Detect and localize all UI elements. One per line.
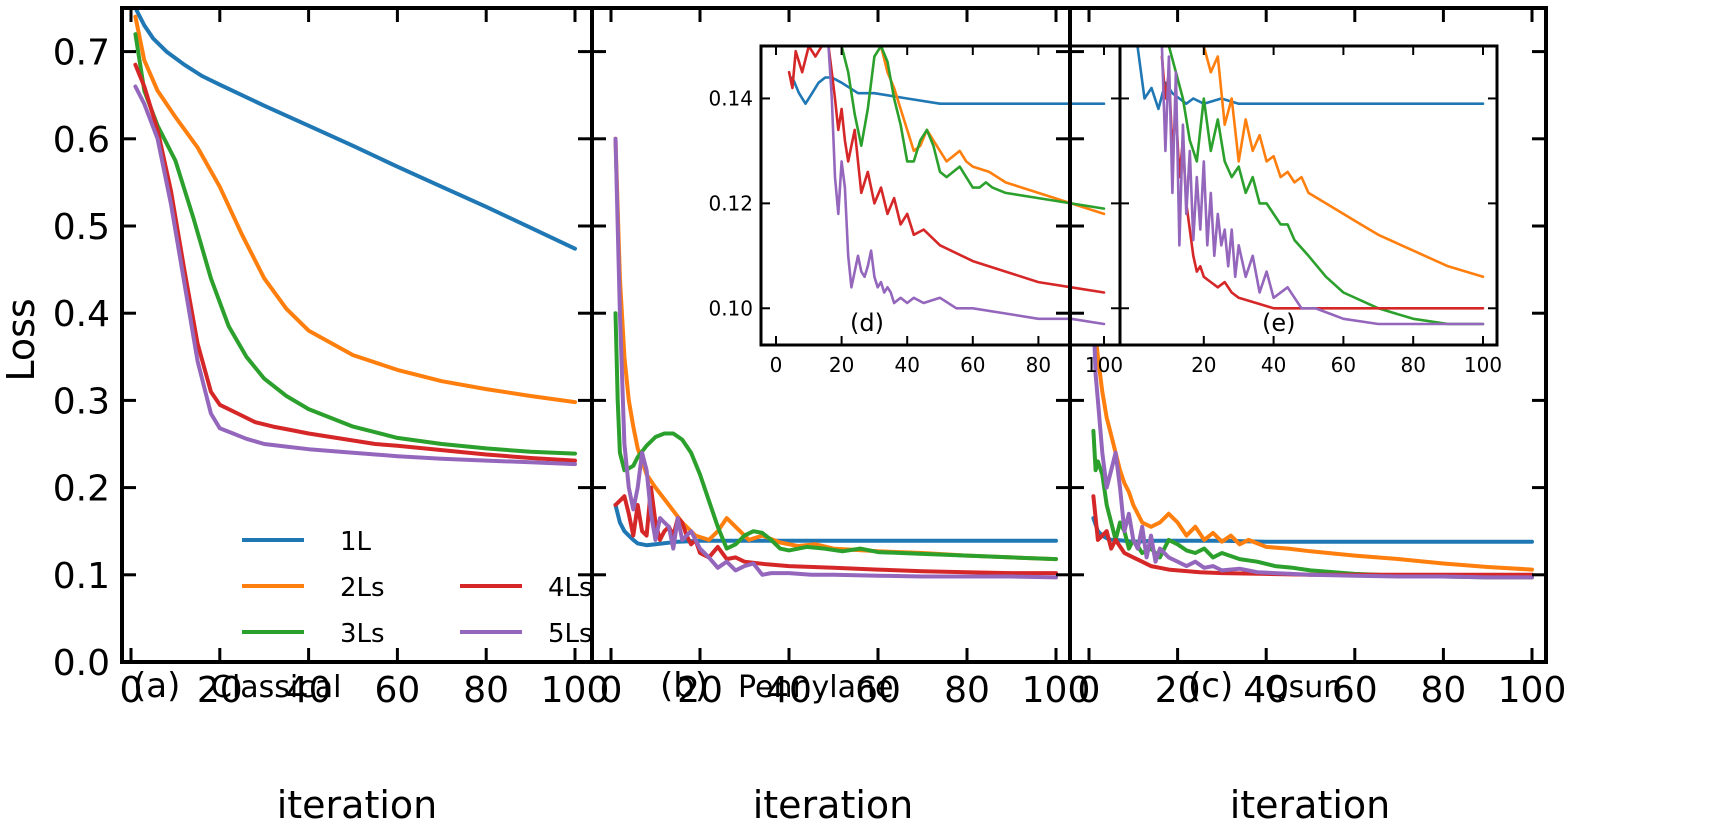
series-line-d-5Ls — [827, 46, 1106, 326]
series-line-b-5Ls — [613, 136, 1058, 580]
series-line-b-3Ls — [613, 311, 1058, 562]
x-tick-label-b-80: 80 — [944, 670, 990, 711]
series-line-d-1L — [791, 76, 1106, 105]
x-tick-label-a-20: 20 — [197, 670, 243, 711]
x-tick-label-b-40: 40 — [766, 670, 812, 711]
x-axis-label-c: iteration — [1230, 783, 1391, 823]
inset-x-tick-label-e-80: 80 — [1400, 353, 1425, 377]
y-tick-label-0.6: 0.6 — [53, 120, 110, 161]
x-tick-label-c-40: 40 — [1243, 670, 1289, 711]
y-tick-label-0.5: 0.5 — [53, 207, 110, 248]
x-axis-label-b: iteration — [753, 783, 914, 823]
legend-label-2Ls: 2Ls — [340, 573, 385, 603]
series-line-a-1L — [133, 8, 577, 251]
inset-bg-(d) — [761, 46, 1120, 345]
inset-x-tick-label-d-0: 0 — [770, 353, 783, 377]
inset-y-tick-label-d-0.10: 0.10 — [708, 296, 753, 320]
series-line-c-5Ls — [1091, 311, 1534, 580]
x-tick-label-c-0: 0 — [1078, 670, 1101, 711]
inset-x-tick-label-e-60: 60 — [1331, 353, 1356, 377]
x-axis-label-a: iteration — [277, 783, 438, 823]
y-tick-label-0.1: 0.1 — [53, 556, 110, 597]
inset-frame-e — [1118, 44, 1499, 347]
series-line-a-4Ls — [133, 62, 577, 463]
series-line-c-3Ls — [1091, 428, 1534, 580]
legend: 1L 2Ls 3Ls 4Ls 5Ls — [242, 527, 593, 649]
x-tick-label-c-80: 80 — [1420, 670, 1466, 711]
panel-label-b: (b) — [660, 666, 708, 706]
panel-title-c: Qsun — [1265, 670, 1342, 705]
series-group-(b) — [613, 136, 1058, 580]
series-line-c-4Ls — [1091, 494, 1534, 577]
x-tick-label-a-80: 80 — [463, 670, 509, 711]
inset-x-tick-label-d-100: 100 — [1085, 353, 1123, 377]
y-tick-label-0.0: 0.0 — [53, 643, 110, 684]
inset-y-tick-label-d-0.14: 0.14 — [708, 86, 753, 110]
y-tick-label-0.3: 0.3 — [53, 381, 110, 422]
x-tick-label-a-100: 100 — [541, 670, 610, 711]
series-group-(d) — [787, 46, 1106, 326]
series-line-c-2Ls — [1091, 311, 1534, 572]
panel-label-e: (e) — [1262, 309, 1296, 337]
x-tick-label-a-0: 0 — [120, 670, 143, 711]
legend-label-4Ls: 4Ls — [548, 573, 593, 603]
series-line-b-1L — [613, 503, 1058, 548]
panel-label-c: (c) — [1188, 666, 1233, 706]
x-tick-label-b-0: 0 — [600, 670, 623, 711]
y-axis-label: Loss — [0, 298, 43, 381]
x-tick-label-a-40: 40 — [286, 670, 332, 711]
legend-label-5Ls: 5Ls — [548, 619, 593, 649]
x-tick-label-c-20: 20 — [1155, 670, 1201, 711]
x-tick-label-a-60: 60 — [374, 670, 420, 711]
x-tick-label-c-100: 100 — [1498, 670, 1567, 711]
series-group-(e) — [1136, 46, 1485, 326]
axes-frame-c — [1068, 6, 1548, 664]
y-tick-label-0.4: 0.4 — [53, 294, 110, 335]
inset-x-tick-label-d-80: 80 — [1026, 353, 1051, 377]
series-line-e-2Ls — [1202, 46, 1485, 279]
x-tick-label-c-60: 60 — [1332, 670, 1378, 711]
inset-x-tick-label-e-20: 20 — [1191, 353, 1216, 377]
x-tick-label-b-20: 20 — [677, 670, 723, 711]
panel-title-a: Classical — [211, 670, 341, 705]
legend-label-3Ls: 3Ls — [340, 619, 385, 649]
text-layer: 0 20 40 60 80 100 0.0 0.1 0.2 0.3 0.4 0.5 0.6 0.7 0 20 4… — [53, 33, 1567, 711]
series-line-a-2Ls — [133, 14, 577, 405]
x-tick-label-b-100: 100 — [1022, 670, 1091, 711]
inset-x-tick-label-d-20: 20 — [829, 353, 854, 377]
panel-label-d: (d) — [850, 309, 884, 337]
inset-x-tick-label-e-40: 40 — [1261, 353, 1286, 377]
panel-label-a: (a) — [133, 666, 180, 706]
series-line-d-3Ls — [840, 46, 1106, 210]
series-line-e-3Ls — [1167, 46, 1485, 326]
y-tick-label-0.2: 0.2 — [53, 469, 110, 510]
series-group-(c) — [1091, 311, 1534, 580]
panel-title-b: Pennylane — [738, 670, 893, 705]
series-line-a-5Ls — [133, 84, 577, 467]
series-line-e-5Ls — [1160, 46, 1485, 326]
inset-y-tick-label-d-0.12: 0.12 — [708, 191, 753, 215]
inset-x-tick-label-e-100: 100 — [1464, 353, 1502, 377]
series-line-d-4Ls — [787, 46, 1106, 294]
data-lines-layer — [133, 8, 1534, 580]
inset-x-tick-label-d-40: 40 — [894, 353, 919, 377]
series-line-a-3Ls — [133, 32, 577, 456]
series-group-(a) — [133, 8, 577, 467]
legend-label-1L: 1L — [340, 527, 372, 557]
inset-x-tick-label-d-60: 60 — [960, 353, 985, 377]
y-tick-label-0.7: 0.7 — [53, 33, 110, 74]
axes-layer — [120, 6, 1548, 664]
x-tick-label-b-60: 60 — [855, 670, 901, 711]
